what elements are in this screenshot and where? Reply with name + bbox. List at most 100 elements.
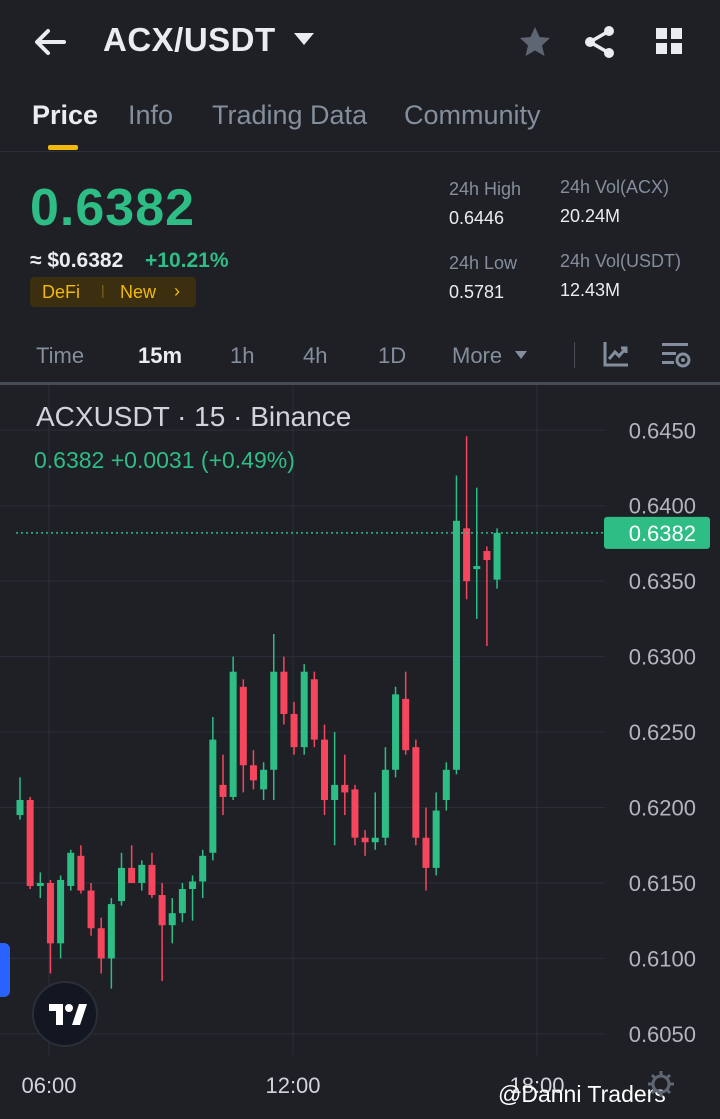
divider	[574, 342, 575, 368]
tab-trading-data[interactable]: Trading Data	[212, 100, 368, 130]
tab-price[interactable]: Price	[32, 100, 99, 130]
tab-info[interactable]: Info	[128, 100, 174, 130]
candle-body[interactable]	[392, 694, 400, 770]
y-tick-label: 0.6200	[629, 796, 696, 821]
candle-body[interactable]	[280, 671, 288, 714]
candle-body[interactable]	[57, 879, 65, 944]
chevron-right-icon[interactable]: ›	[174, 281, 180, 301]
gear-icon[interactable]	[646, 1069, 676, 1099]
candle-body[interactable]	[331, 784, 339, 800]
arrow-left-icon[interactable]	[30, 22, 70, 62]
interval-1d[interactable]: 1D	[378, 343, 407, 368]
candle-body[interactable]	[249, 765, 257, 781]
candle-body[interactable]	[36, 882, 44, 886]
candlestick-chart[interactable]: 0.6450 0.6400 0.6350 0.6300 0.6250 0.6200 0.61…	[0, 385, 720, 1119]
chart-title: ACXUSDT · 15 · Binance	[36, 401, 352, 432]
current-price-label: 0.6382	[629, 521, 696, 546]
candle-body[interactable]	[422, 837, 430, 868]
candle-body[interactable]	[118, 867, 125, 902]
indicator-icon[interactable]	[602, 340, 630, 368]
candle-body[interactable]	[473, 566, 481, 570]
grid-icon[interactable]	[650, 22, 690, 62]
candle-body[interactable]	[107, 904, 115, 959]
stat-vol-quote-label: 24h Vol(USDT)	[560, 251, 682, 271]
interval-bar: Time 15m 1h 4h 1D More	[0, 328, 720, 382]
stat-vol-base-value: 20.24M	[560, 206, 621, 226]
caret-down-icon[interactable]	[294, 33, 314, 45]
share-icon[interactable]	[580, 22, 620, 62]
candle-body[interactable]	[26, 799, 34, 886]
candle-body[interactable]	[77, 855, 85, 891]
candle-body[interactable]	[321, 739, 328, 800]
chart-settings-icon[interactable]	[660, 340, 692, 370]
usd-price: ≈ $0.6382	[30, 249, 124, 272]
candle-body[interactable]	[463, 528, 471, 582]
candle-body[interactable]	[67, 852, 75, 886]
y-tick-label: 0.6250	[629, 720, 696, 745]
interval-15m[interactable]: 15m	[138, 343, 183, 368]
interval-1h[interactable]: 1h	[230, 343, 255, 368]
interval-time[interactable]: Time	[36, 343, 85, 368]
candle-body[interactable]	[46, 882, 54, 944]
y-tick-label: 0.6150	[629, 871, 696, 896]
stat-vol-base-label: 24h Vol(ACX)	[560, 177, 670, 197]
y-tick-label: 0.6350	[629, 569, 696, 594]
tradingview-logo[interactable]	[32, 981, 98, 1047]
candle-body[interactable]	[189, 881, 197, 890]
candle-body[interactable]	[128, 867, 136, 883]
candle-body[interactable]	[493, 532, 501, 580]
candle-body[interactable]	[483, 550, 491, 561]
candle-body[interactable]	[361, 837, 369, 843]
x-tick-label: 06:00	[21, 1073, 76, 1098]
candle-body[interactable]	[371, 837, 379, 843]
candle-body[interactable]	[16, 799, 24, 816]
last-price: 0.6382	[30, 179, 196, 237]
candle-body[interactable]	[351, 789, 359, 838]
y-tick-label: 0.6050	[629, 1022, 696, 1047]
candle-body[interactable]	[290, 713, 298, 748]
category-tags[interactable]: DeFi | New ›	[30, 277, 196, 307]
candle-body[interactable]	[381, 769, 389, 838]
star-icon[interactable]	[515, 22, 555, 62]
tab-bar: Price Info Trading Data Community	[0, 88, 720, 152]
candle-body[interactable]	[219, 784, 227, 797]
pair-selector[interactable]: ACX/USDT	[103, 21, 276, 58]
candle-body[interactable]	[452, 520, 460, 770]
tag-new[interactable]: New	[120, 282, 157, 302]
candle-body[interactable]	[178, 889, 186, 914]
candle-body[interactable]	[260, 769, 268, 790]
stat-vol-quote-value: 12.43M	[560, 280, 621, 300]
candle-body[interactable]	[158, 895, 166, 926]
candle-body[interactable]	[270, 671, 278, 770]
side-panel-handle[interactable]	[0, 943, 10, 997]
interval-4h[interactable]: 4h	[303, 343, 328, 368]
candle-body[interactable]	[432, 810, 440, 868]
y-tick-label: 0.6100	[629, 946, 696, 971]
y-tick-label: 0.6300	[629, 645, 696, 670]
watermark: @Danni Traders	[498, 1081, 666, 1107]
stat-low-label: 24h Low	[449, 253, 518, 273]
candle-body[interactable]	[148, 864, 156, 896]
candle-body[interactable]	[199, 855, 207, 882]
candle-body[interactable]	[168, 913, 176, 926]
candle-body[interactable]	[412, 747, 420, 838]
candle-body[interactable]	[442, 769, 450, 800]
candle-body[interactable]	[300, 671, 308, 748]
chart-ohlc-line: 0.6382 +0.0031 (+0.49%)	[34, 447, 295, 473]
interval-more[interactable]: More	[452, 343, 503, 368]
candle-body[interactable]	[209, 739, 217, 853]
caret-down-icon[interactable]	[515, 351, 527, 359]
candle-body[interactable]	[87, 890, 95, 929]
candle-body[interactable]	[402, 698, 410, 751]
candle-body[interactable]	[138, 864, 146, 883]
price-chart[interactable]: 0.6450 0.6400 0.6350 0.6300 0.6250 0.6200 0.61…	[0, 385, 720, 1119]
candle-body[interactable]	[97, 928, 105, 959]
price-change-percent: +10.21%	[145, 249, 229, 272]
tag-defi[interactable]: DeFi	[42, 282, 81, 302]
candle-body[interactable]	[229, 671, 237, 797]
candle-body[interactable]	[239, 686, 247, 766]
tag-separator: |	[101, 282, 105, 298]
tab-community[interactable]: Community	[404, 100, 541, 130]
candle-body[interactable]	[310, 679, 318, 740]
candle-body[interactable]	[341, 784, 349, 793]
